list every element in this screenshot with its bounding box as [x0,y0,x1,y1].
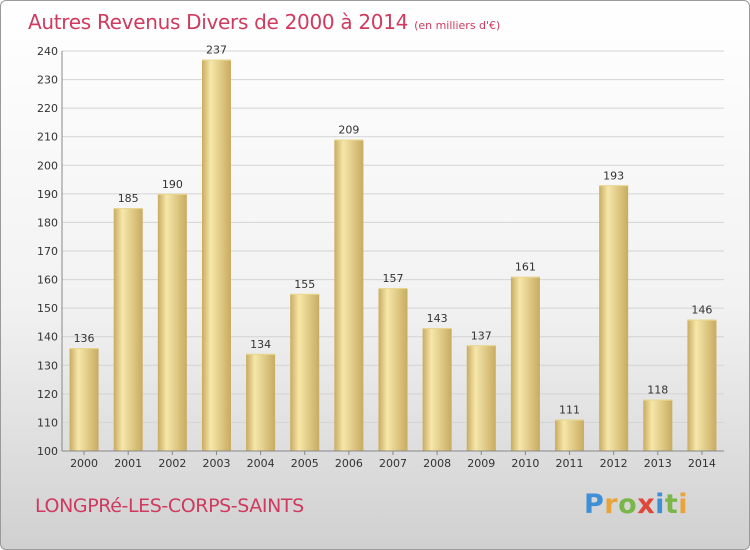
x-tick-label: 2004 [247,457,275,470]
bar [157,193,187,451]
bar-value-label: 209 [338,124,359,137]
bar-value-label: 157 [383,272,404,285]
bar [290,293,320,451]
bar-value-label: 185 [118,192,139,205]
logo-letter: t [664,489,679,520]
bar-value-label: 193 [603,169,624,182]
x-tick-label: 2010 [511,457,539,470]
bar-value-label: 137 [471,329,492,342]
bar-value-label: 136 [74,332,95,345]
x-tick-label: 2009 [467,457,495,470]
logo-letter: o [618,489,638,520]
x-tick-label: 2005 [291,457,319,470]
y-tick-label: 130 [37,359,58,372]
y-tick-label: 170 [37,245,58,258]
y-tick-label: 150 [37,302,58,315]
bar-value-label: 118 [647,384,668,397]
bar [246,353,276,451]
axes: 100 110 120 130 140 150 160 170 180 190 200 210 220 2… [37,44,724,470]
y-tick-label: 230 [37,74,58,87]
logo-letter: x [637,489,656,520]
y-tick-label: 100 [37,445,58,458]
bar-value-label: 190 [162,178,183,191]
x-tick-label: 2003 [202,457,230,470]
bar [555,419,585,451]
bar [510,276,540,451]
chart-unit: (en milliers d'€) [414,19,501,32]
bar-value-label: 161 [515,261,536,274]
y-tick-label: 160 [37,274,58,287]
x-tick-label: 2012 [600,457,628,470]
proxiti-logo[interactable]: Proxiti [584,489,688,520]
bar-value-label: 134 [250,338,271,351]
bar [201,59,231,451]
x-tick-label: 2008 [423,457,451,470]
logo-letter: i [655,489,665,520]
bar-value-label: 146 [691,304,712,317]
y-tick-label: 140 [37,331,58,344]
bar [113,208,143,451]
bar [687,319,717,451]
x-tick-label: 2002 [158,457,186,470]
x-tick-label: 2013 [644,457,672,470]
bar [334,139,364,452]
bar [466,345,496,451]
x-tick-label: 2011 [556,457,584,470]
y-tick-label: 210 [37,131,58,144]
bar [422,328,452,451]
bars [69,59,717,452]
y-tick-label: 180 [37,216,58,229]
commune-name: LONGPRé-LES-CORPS-SAINTS [35,495,304,517]
bar [378,288,408,451]
bar-value-label: 111 [559,404,580,417]
y-tick-label: 240 [37,45,58,58]
x-tick-label: 2007 [379,457,407,470]
y-tick-label: 120 [37,388,58,401]
logo-letter: P [584,489,605,520]
x-tick-label: 2006 [335,457,363,470]
bar-value-label: 155 [294,278,315,291]
bar-value-label: 237 [206,44,227,57]
bar [643,399,673,451]
bar [599,185,629,452]
x-tick-label: 2000 [70,457,98,470]
x-tick-label: 2001 [114,457,142,470]
logo-letter: i [678,489,689,520]
x-tick-label: 2014 [688,457,716,470]
y-tick-label: 190 [37,188,58,201]
bar [69,348,99,451]
logo-letter: r [604,489,619,520]
chart-title-text: Autres Revenus Divers de 2000 à 2014 [28,10,409,34]
y-tick-label: 220 [37,102,58,115]
y-tick-label: 200 [37,159,58,172]
bar-value-label: 143 [427,312,448,325]
chart-title: Autres Revenus Divers de 2000 à 2014 (en … [28,10,500,34]
y-tick-label: 110 [37,416,58,429]
